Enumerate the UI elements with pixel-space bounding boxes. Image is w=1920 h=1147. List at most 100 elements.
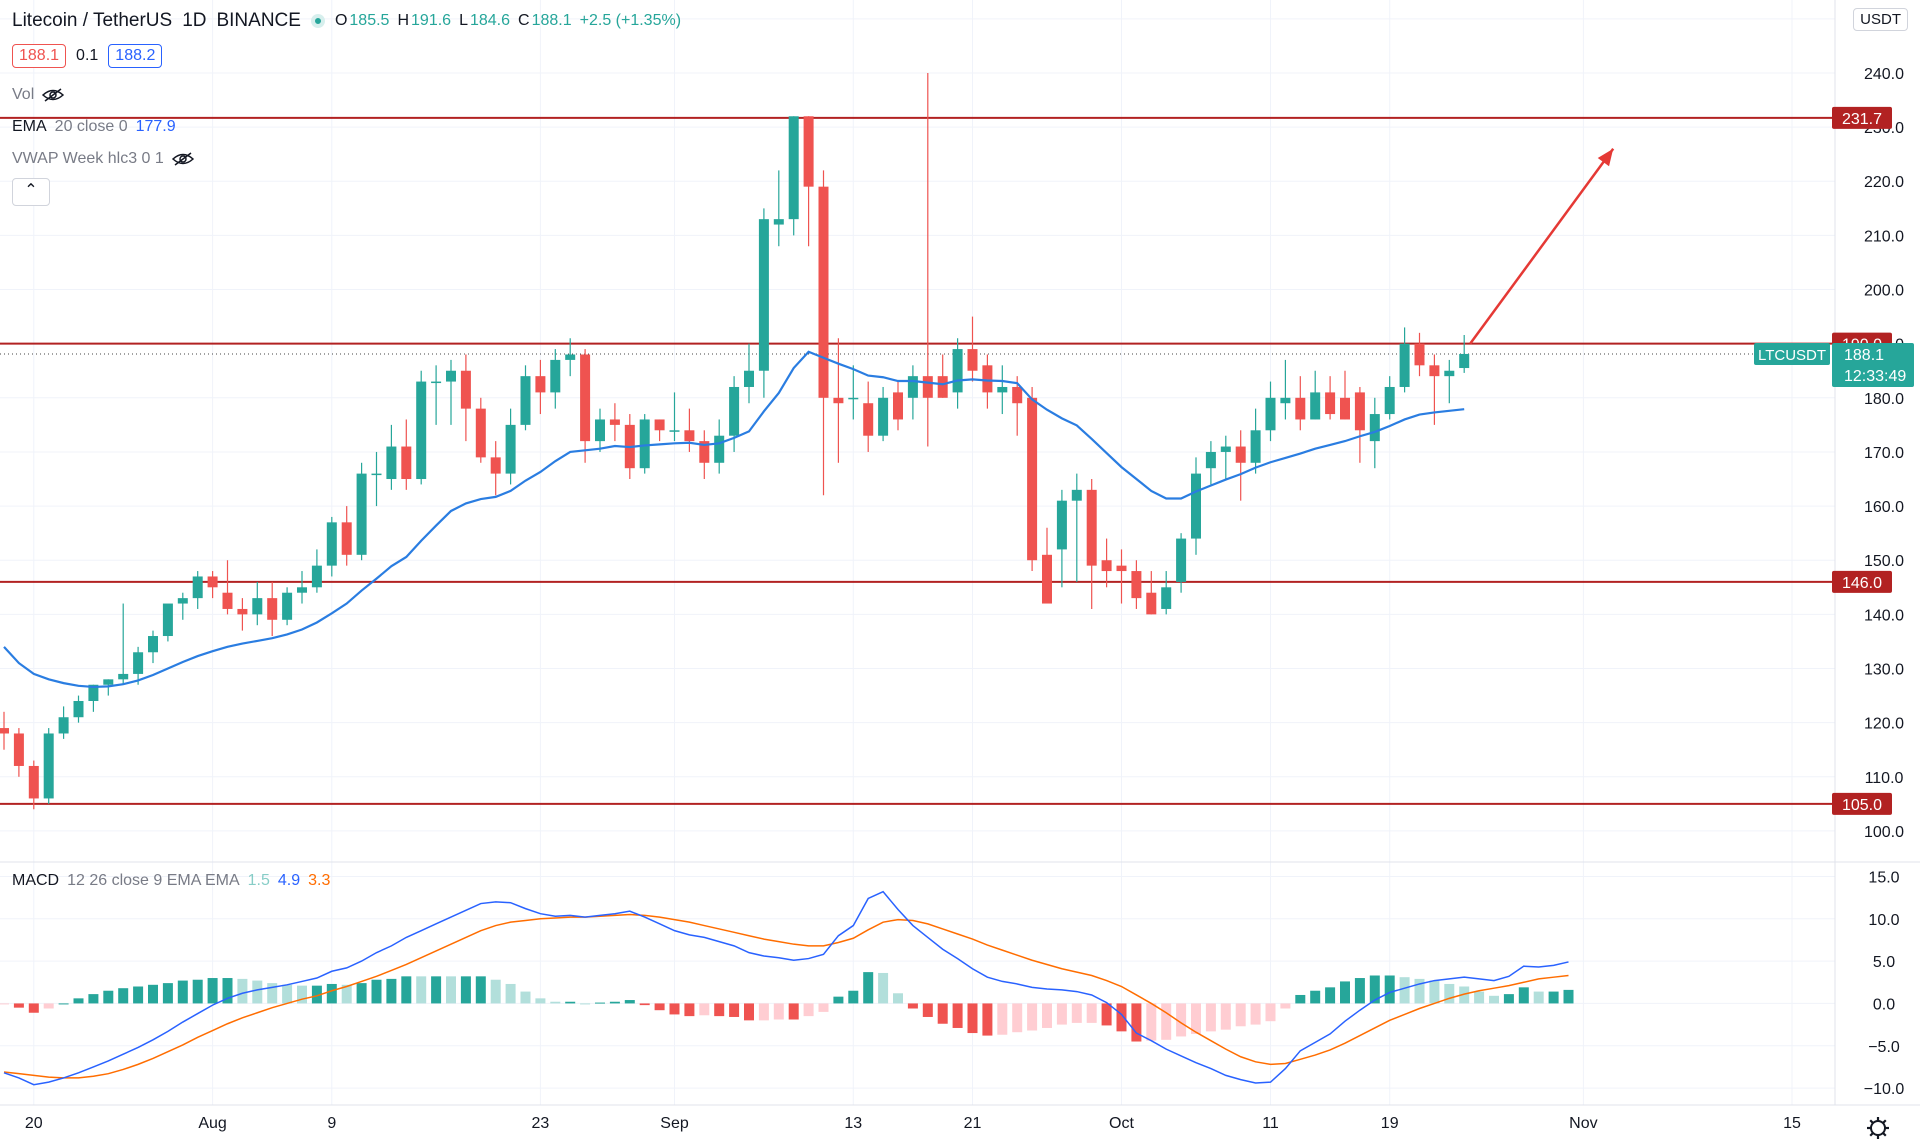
macd-histogram-bar — [1056, 1003, 1067, 1025]
candle-body — [0, 728, 9, 734]
buy-button[interactable]: 188.2 — [108, 44, 163, 68]
candle-body — [550, 359, 561, 393]
candle-body — [28, 765, 39, 799]
vwap-indicator-legend[interactable]: VWAP Week hlc3 0 1 — [12, 150, 194, 168]
candle-body — [282, 592, 293, 620]
trade-buttons: 188.1 0.1 188.2 — [12, 44, 163, 68]
macd-histogram-bar — [803, 1003, 814, 1017]
price-tick-label: 150.0 — [1864, 553, 1904, 570]
price-tick-label: 110.0 — [1865, 770, 1904, 787]
interval-label[interactable]: 1D — [182, 10, 207, 31]
macd-histogram-bar — [1235, 1003, 1246, 1027]
macd-histogram-bar — [624, 1000, 635, 1004]
macd-histogram-bar — [162, 983, 173, 1004]
macd-histogram-bar — [773, 1003, 784, 1020]
candle-body — [326, 522, 337, 566]
macd-label: MACD — [12, 872, 60, 889]
candle-body — [103, 679, 114, 685]
candle-body — [788, 116, 799, 220]
vol-indicator-legend[interactable]: Vol — [12, 86, 65, 104]
macd-histogram-bar — [1325, 987, 1336, 1004]
macd-histogram-bar — [73, 998, 84, 1004]
candle-body — [1086, 489, 1097, 566]
collapse-legend-button[interactable]: ⌃ — [12, 178, 50, 206]
macd-tick-label: 5.0 — [1873, 954, 1895, 971]
candle-body — [1459, 353, 1470, 369]
settings-gear-icon[interactable] — [1867, 1117, 1889, 1139]
macd-histogram-bar — [893, 993, 903, 1004]
price-tick-label: 180.0 — [1864, 391, 1904, 408]
candle-body — [1131, 571, 1142, 599]
candle-body — [192, 576, 203, 599]
macd-histogram-bar — [460, 976, 471, 1004]
macd-histogram-bar — [550, 1001, 561, 1004]
sell-button[interactable]: 188.1 — [12, 44, 67, 68]
candle-body — [88, 684, 99, 701]
macd-histogram-bar — [1474, 991, 1485, 1004]
macd-histogram-bar — [744, 1003, 754, 1021]
hidden-eye-icon[interactable] — [171, 152, 194, 166]
macd-histogram-bar — [341, 984, 352, 1004]
candle-body — [967, 349, 978, 371]
macd-histogram-bar — [1414, 978, 1425, 1004]
candle-body — [505, 424, 516, 474]
gear-tooth — [1869, 1132, 1874, 1137]
candle-body — [490, 457, 501, 474]
candle-body — [460, 370, 471, 409]
ema-label: EMA — [12, 118, 47, 135]
candle-body — [162, 603, 173, 637]
candle-body — [58, 717, 69, 734]
macd-histogram-bar — [1295, 994, 1306, 1004]
macd-histogram-bar — [1548, 991, 1559, 1004]
time-tick-label: 13 — [844, 1115, 862, 1132]
candle-body — [982, 365, 993, 393]
macd-legend[interactable]: MACD 12 26 close 9 EMA EMA 1.5 4.9 3.3 — [12, 872, 330, 890]
macd-histogram-bar — [431, 976, 442, 1004]
candle-body — [744, 370, 754, 387]
macd-histogram-bar — [28, 1003, 39, 1013]
ema-indicator-legend[interactable]: EMA 20 close 0 177.9 — [12, 118, 176, 136]
macd-histogram-bar — [684, 1003, 695, 1017]
macd-histogram-bar — [595, 1002, 605, 1004]
macd-histogram-bar — [997, 1003, 1008, 1035]
hidden-eye-icon[interactable] — [42, 88, 65, 102]
price-tick-label: 130.0 — [1864, 662, 1904, 679]
candle-body — [401, 446, 412, 480]
price-tick-label: 140.0 — [1864, 607, 1904, 624]
macd-histogram-bar — [639, 1003, 650, 1006]
candlestick-series — [0, 72, 1470, 810]
candle-body — [1101, 560, 1112, 572]
candle-body — [148, 636, 158, 653]
candle-body — [654, 419, 665, 431]
candle-body — [133, 652, 144, 674]
candle-body — [1071, 489, 1082, 501]
level-price-tag — [1832, 106, 1892, 129]
candle-body — [1176, 538, 1187, 582]
currency-button[interactable]: USDT — [1853, 8, 1908, 31]
macd-histogram-bar — [237, 978, 248, 1004]
exchange-label: BINANCE — [216, 10, 301, 31]
candle-body — [341, 522, 352, 555]
candle-body — [848, 397, 859, 400]
macd-histogram-bar — [1310, 990, 1321, 1004]
macd-histogram-bar — [1116, 1003, 1127, 1032]
macd-histogram-bar — [818, 1003, 829, 1012]
candle-body — [1056, 500, 1067, 550]
candle-body — [1414, 343, 1425, 366]
macd-histogram-bar — [356, 983, 367, 1004]
candle-body — [893, 392, 903, 420]
candle-body — [609, 419, 620, 425]
ohlc-values: O 185.5 H 191.6 L 184.6 C 188.1 +2.5 (+1.35%… — [334, 12, 682, 29]
macd-histogram-bar — [0, 1003, 9, 1005]
candle-body — [714, 435, 725, 463]
candle-body — [684, 430, 695, 442]
price-tick-label: 170.0 — [1864, 445, 1904, 462]
symbol-title[interactable]: Litecoin / TetherUS — [12, 10, 173, 31]
market-status-icon — [310, 14, 325, 28]
chart-grid — [0, 0, 1920, 1106]
vwap-label: VWAP Week hlc3 0 1 — [12, 150, 164, 167]
macd-histogram-bar — [1503, 994, 1514, 1004]
ema20-line — [3, 350, 1465, 689]
macd-histogram-bar — [1146, 1003, 1157, 1041]
